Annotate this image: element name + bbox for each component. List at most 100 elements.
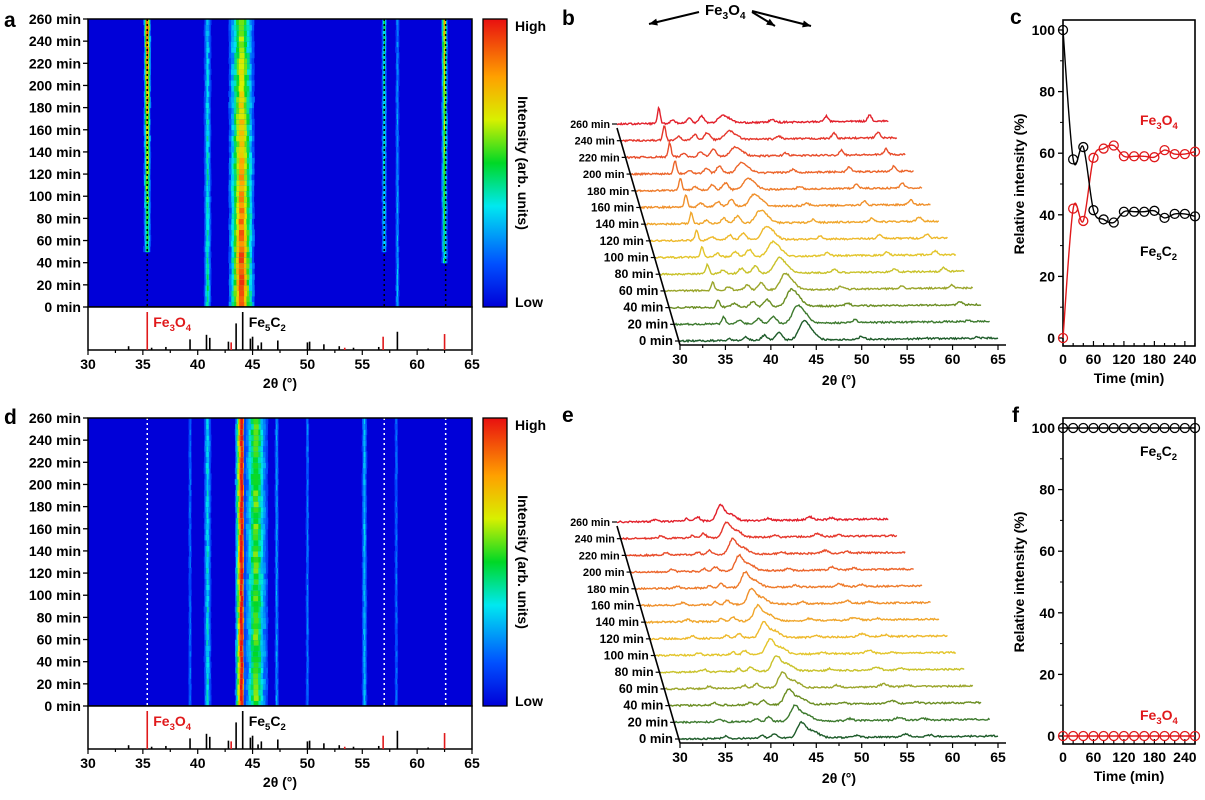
heatmap-band-cell — [207, 74, 209, 81]
y-tick-label: 20 — [1039, 268, 1055, 284]
heatmap-band-cell — [395, 523, 397, 530]
heatmap-band-cell — [146, 79, 149, 86]
heatmap-band-cell — [146, 85, 149, 92]
y-tick-label: 140 min — [29, 144, 81, 160]
heatmap-band-cell — [443, 201, 446, 208]
heatmap-band-cell — [240, 694, 243, 701]
heatmap-band-cell — [239, 550, 243, 557]
heatmap-band-cell — [443, 68, 446, 75]
heatmap-band-cell — [444, 85, 446, 92]
heatmap-band-cell — [397, 223, 399, 230]
heatmap-band-cell — [240, 573, 243, 580]
heatmap-band-cell — [443, 146, 446, 153]
heatmap-band-cell — [276, 694, 278, 701]
heatmap-band-cell — [382, 229, 385, 236]
heatmap-band-cell — [189, 595, 191, 602]
heatmap-band-cell — [276, 678, 278, 685]
heatmap-band-cell — [239, 584, 243, 591]
heatmap-band-cell — [307, 578, 309, 585]
heatmap-band-cell — [276, 473, 278, 480]
heatmap-band-cell — [396, 113, 398, 120]
heatmap-band-cell — [146, 74, 148, 81]
heatmap-band-cell — [238, 102, 244, 109]
heatmap-band-cell — [206, 506, 209, 513]
x-tick-label: 120 — [1112, 749, 1136, 765]
heatmap-band-cell — [397, 157, 399, 164]
data-point-fe3o4 — [1159, 730, 1170, 742]
heatmap-band-cell — [239, 185, 245, 192]
heatmap-band-cell — [443, 57, 446, 64]
heatmap-band-cell — [383, 163, 385, 170]
heatmap-band-cell — [189, 584, 191, 591]
heatmap-band-cell — [443, 35, 445, 42]
heatmap-band-cell — [363, 622, 366, 629]
heatmap-band-cell — [189, 473, 191, 480]
heatmap-band-cell — [383, 168, 385, 175]
heatmap-band-cell — [363, 423, 365, 430]
heatmap-band-cell — [146, 113, 148, 120]
heatmap-band-cell — [364, 556, 366, 563]
heatmap-band-cell — [276, 622, 278, 629]
heatmap-band-cell — [207, 223, 209, 230]
heatmap-band-cell — [239, 129, 245, 136]
x-tick-label: 40 — [763, 351, 779, 367]
heatmap-band-cell — [206, 556, 209, 563]
heatmap-band-cell — [146, 185, 148, 192]
heatmap-band-cell — [189, 490, 191, 497]
heatmap-band-cell — [206, 622, 209, 629]
y-tick-label: 20 min — [37, 277, 81, 293]
heatmap-band-cell — [189, 456, 191, 463]
heatmap-band-cell — [189, 617, 191, 624]
heatmap-band-cell — [364, 678, 366, 685]
heatmap-band-cell — [363, 440, 365, 447]
x-tick-label: 60 — [1086, 351, 1102, 367]
heatmap-band-cell — [307, 661, 309, 668]
heatmap-band-cell — [189, 528, 191, 535]
heatmap-band-cell — [364, 700, 366, 707]
heatmap-band-cell — [363, 672, 365, 679]
waterfall-y-label: 20 min — [628, 714, 669, 729]
heatmap-band-cell — [396, 19, 398, 26]
series-label-fe3o4: Fe3O4 — [1140, 112, 1179, 132]
heatmap-band-cell — [383, 174, 385, 181]
heatmap-band-cell — [307, 672, 309, 679]
y-tick-label: 240 min — [29, 33, 81, 49]
heatmap-band-cell — [240, 545, 243, 552]
colorbar-title: Intensity (arb. units) — [515, 96, 531, 230]
heatmap-band-cell — [189, 672, 191, 679]
waterfall-trace-180-min — [636, 570, 923, 591]
data-point-fe3o4 — [1088, 730, 1099, 742]
y-tick-label: 80 — [1039, 84, 1055, 100]
heatmap-band-cell — [364, 462, 366, 469]
y-tick-label: 120 min — [29, 565, 81, 581]
heatmap-band-cell — [363, 467, 366, 474]
data-point-fe5c2 — [1128, 206, 1140, 217]
heatmap-band-cell — [146, 135, 149, 142]
heatmap-band-cell — [395, 700, 397, 707]
heatmap-band-cell — [396, 689, 398, 696]
heatmap-band-cell — [395, 550, 397, 557]
waterfall-trace-160-min — [640, 193, 931, 210]
heatmap-band-cell — [443, 91, 446, 98]
heatmap-band-cell — [444, 96, 446, 103]
heatmap-band-cell — [190, 622, 192, 629]
heatmap-band-cell — [276, 512, 278, 519]
heatmap-band-cell — [240, 478, 243, 485]
heatmap-band-cell — [443, 124, 446, 131]
waterfall-trace-240-min — [621, 521, 898, 541]
heatmap-band-cell — [275, 578, 277, 585]
heatmap-band-cell — [238, 85, 244, 92]
heatmap-band-cell — [363, 611, 365, 618]
heatmap-band-cell — [275, 622, 278, 629]
heatmap-band-cell — [363, 589, 365, 596]
heatmap-band-cell — [306, 429, 308, 436]
x-axis-title: Time (min) — [1094, 370, 1165, 386]
heatmap-band-cell — [276, 611, 278, 618]
panel-letter-a: a — [4, 9, 16, 32]
heatmap-band-cell — [443, 118, 446, 125]
heatmap-band-cell — [238, 268, 244, 275]
heatmap-band-cell — [206, 68, 209, 75]
heatmap-band-cell — [443, 196, 446, 203]
heatmap-band-cell — [307, 634, 309, 641]
heatmap-band-cell — [396, 240, 398, 247]
